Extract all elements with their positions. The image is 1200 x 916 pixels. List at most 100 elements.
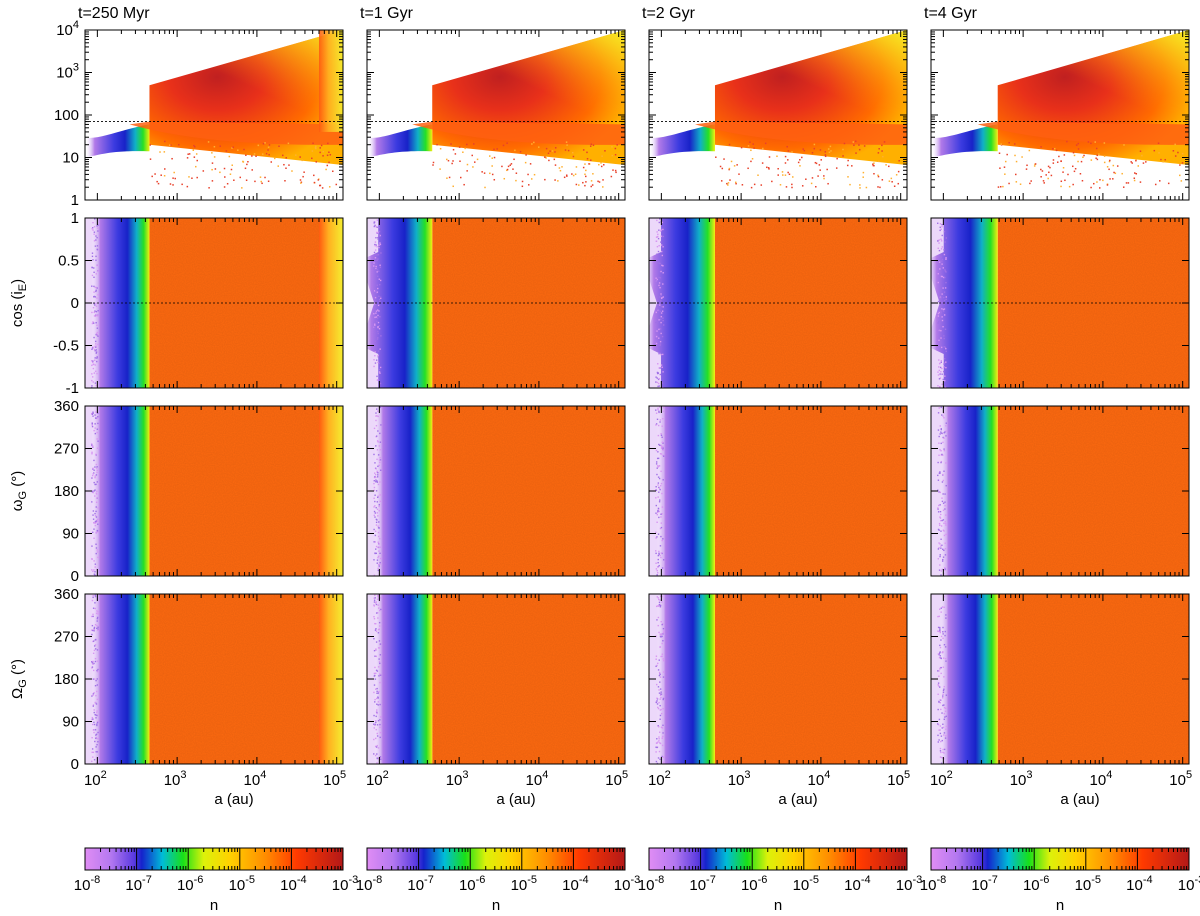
lower-plume [977, 121, 1189, 145]
colorbar-tick-label: 10-7 [689, 874, 715, 894]
panel-cosi-2 [366, 217, 626, 389]
panel-Omega-4 [930, 593, 1190, 765]
panel-q-3 [648, 29, 908, 201]
y-tick-label: 180 [54, 483, 79, 500]
inner-band [367, 124, 433, 158]
x-tick-label: 104 [526, 769, 549, 789]
x-tick-label: 103 [1010, 769, 1033, 789]
x-tick-label: 102 [84, 769, 107, 789]
heatmap-area [85, 594, 343, 764]
colorbar-1: 10-8 10-7 10-6 10-5 10-4 10-3 n [74, 847, 358, 914]
panel-cosi-3 [648, 217, 908, 389]
colorbar-tick-label: 10-4 [1126, 874, 1152, 894]
panel-cosi-4 [930, 217, 1190, 389]
x-tick-label: 105 [323, 769, 346, 789]
panel-q-4 [930, 29, 1190, 201]
density-wedge-fade [997, 30, 1189, 122]
heatmap-area [931, 218, 1189, 388]
colorbar-tick-label: 10-6 [1023, 874, 1049, 894]
y-tick-label: 360 [54, 398, 79, 415]
density-wedge-fade [714, 30, 907, 122]
x-axis-label: a (au) [1060, 791, 1099, 808]
panel-omega-1 [84, 405, 344, 577]
panel-Omega-2 [366, 593, 626, 765]
heatmap-area [931, 406, 1189, 576]
panel-Omega-1 [84, 593, 344, 765]
x-tick-label: 102 [366, 769, 389, 789]
colorbar-tick-label: 10-5 [229, 874, 255, 894]
inner-band [931, 124, 998, 158]
x-tick-label: 105 [605, 769, 628, 789]
y-tick-label: 0.5 [58, 253, 79, 270]
inner-edge-band [374, 406, 433, 576]
inner-edge-band [939, 594, 998, 764]
density-grain [432, 594, 625, 764]
heatmap-area [367, 218, 625, 388]
x-axis-label: a (au) [214, 791, 253, 808]
density-grain [997, 218, 1189, 388]
density-grain [714, 594, 907, 764]
panel-time-label: t=4 Gyr [924, 5, 978, 22]
colorbar-tick-label: 10-4 [280, 874, 306, 894]
heatmap-area [85, 30, 343, 189]
density-grain [149, 406, 343, 576]
colorbar-tick-label: 10-8 [74, 874, 100, 894]
y-tick-label: 103 [56, 62, 79, 82]
y-tick-label: 1 [71, 192, 79, 209]
colorbar-label: n [210, 897, 218, 914]
colorbars: 10-8 10-7 10-6 10-5 10-4 10-3 n 10-8 10-7 10-6 10-… [74, 847, 1200, 914]
colorbar-tick-label: 10-3 [614, 874, 640, 894]
density-wedge-fade [149, 30, 343, 122]
x-tick-label: 102 [648, 769, 671, 789]
heatmap-area [649, 218, 907, 388]
inner-edge-band [939, 406, 998, 576]
colorbar-tick-label: 10-7 [407, 874, 433, 894]
x-axis-label: a (au) [778, 791, 817, 808]
colorbar-tick-label: 10-5 [793, 874, 819, 894]
x-tick-label: 105 [887, 769, 910, 789]
inner-edge-band [91, 218, 150, 388]
colorbar-tick-label: 10-8 [638, 874, 664, 894]
density-grain [997, 406, 1189, 576]
colorbar-tick-label: 10-5 [1075, 874, 1101, 894]
density-grain [714, 406, 907, 576]
x-tick-label: 102 [930, 769, 953, 789]
panel-omega-4 [930, 405, 1190, 577]
colorbar-gradient [366, 847, 626, 871]
x-tick-label: 103 [728, 769, 751, 789]
colorbar-tick-label: 10-8 [356, 874, 382, 894]
y-axis-label: ΩG (°) [9, 659, 29, 699]
colorbar-tick-label: 10-8 [920, 874, 946, 894]
colorbar-label: n [492, 897, 500, 914]
colorbar-tick-label: 10-7 [971, 874, 997, 894]
colorbar-gradient [84, 847, 344, 871]
heatmap-area [649, 30, 907, 189]
y-tick-label: 90 [62, 714, 79, 731]
heatmap-area [367, 406, 625, 576]
colorbar-gradient [648, 847, 908, 871]
heatmap-area [85, 406, 343, 576]
colorbar-tick-label: 10-3 [332, 874, 358, 894]
density-wedge-fade [432, 30, 625, 122]
y-tick-label: -1 [66, 380, 79, 397]
panel-cosi-1 [84, 217, 344, 389]
colorbar-4: 10-8 10-7 10-6 10-5 10-4 10-3 n [920, 847, 1200, 914]
colorbar-2: 10-8 10-7 10-6 10-5 10-4 10-3 n [356, 847, 640, 914]
panel-omega-2 [366, 405, 626, 577]
colorbar-tick-label: 10-5 [511, 874, 537, 894]
y-tick-label: 270 [54, 629, 79, 646]
y-tick-label: 180 [54, 671, 79, 688]
inner-edge-band [656, 594, 715, 764]
colorbar-tick-label: 10-6 [741, 874, 767, 894]
inner-band [85, 124, 150, 158]
colorbar-label: n [774, 897, 782, 914]
panel-time-label: t=2 Gyr [642, 5, 696, 22]
panel-Omega-3 [648, 593, 908, 765]
heatmap-area [367, 594, 625, 764]
colorbar-tick-label: 10-6 [459, 874, 485, 894]
colorbar-gradient [930, 847, 1190, 871]
lower-plume [694, 121, 907, 145]
x-tick-label: 104 [808, 769, 831, 789]
panel-q-1 [84, 29, 344, 201]
y-tick-label: -0.5 [53, 338, 79, 355]
